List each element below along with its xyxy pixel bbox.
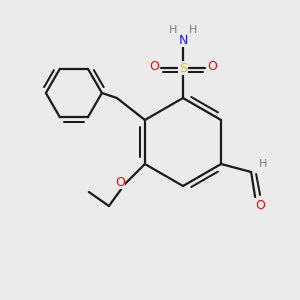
Text: O: O: [255, 199, 265, 212]
Text: S: S: [179, 61, 187, 74]
Text: H: H: [189, 25, 197, 35]
Text: N: N: [178, 34, 188, 46]
Text: O: O: [207, 61, 217, 74]
Text: H: H: [169, 25, 177, 35]
Text: O: O: [115, 176, 125, 188]
Text: H: H: [259, 159, 267, 169]
Text: O: O: [149, 61, 159, 74]
